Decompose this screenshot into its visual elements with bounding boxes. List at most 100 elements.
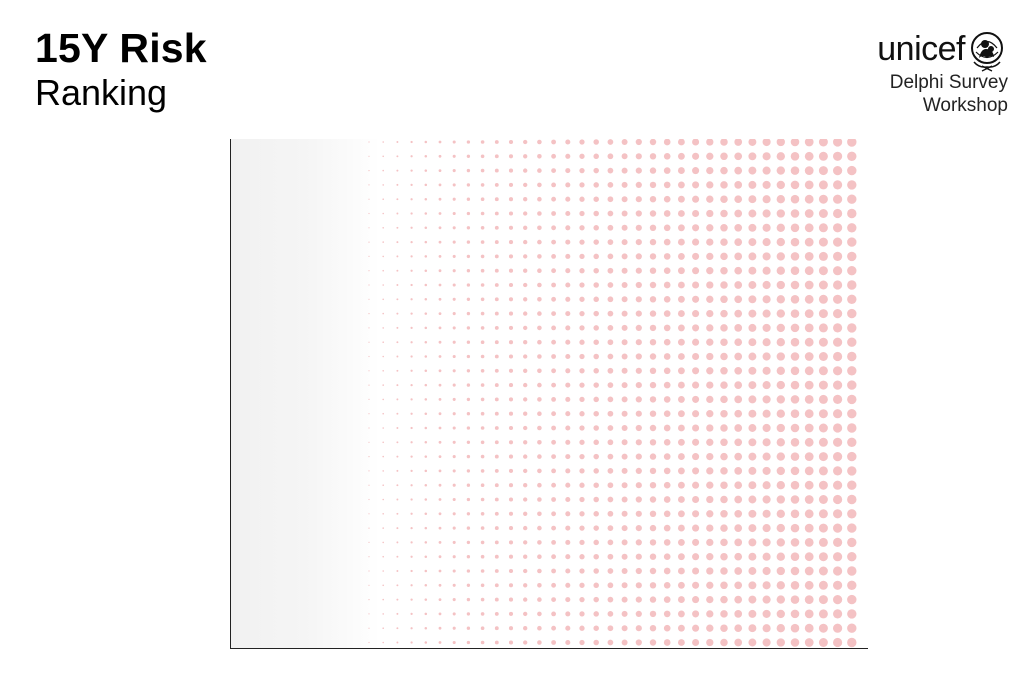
halftone-dot <box>804 509 814 519</box>
halftone-dot <box>537 497 542 502</box>
halftone-dot <box>424 412 428 415</box>
halftone-dot <box>804 409 814 419</box>
halftone-dot <box>720 181 728 189</box>
halftone-dot <box>833 323 843 333</box>
halftone-dot <box>621 453 628 460</box>
halftone-dot <box>776 380 785 390</box>
halftone-dot <box>663 453 671 460</box>
halftone-dot <box>551 296 557 302</box>
halftone-dot-grid <box>368 139 857 648</box>
halftone-dot <box>382 412 384 415</box>
halftone-dot <box>663 267 671 275</box>
halftone-dot <box>382 541 384 544</box>
halftone-dot <box>607 510 614 517</box>
halftone-dot <box>396 226 399 229</box>
halftone-dot <box>649 510 657 518</box>
halftone-dot <box>368 513 370 515</box>
halftone-dot <box>438 283 442 287</box>
halftone-dot <box>677 481 685 489</box>
halftone-dot <box>565 210 571 217</box>
halftone-dot <box>438 555 442 559</box>
halftone-dot <box>692 624 700 632</box>
halftone-dot <box>452 540 456 544</box>
halftone-dot <box>833 294 843 304</box>
halftone-dot <box>649 167 657 174</box>
halftone-dot <box>438 469 442 473</box>
halftone-dot <box>523 483 528 488</box>
halftone-dot <box>480 183 485 187</box>
halftone-dot <box>847 423 857 433</box>
halftone-dot <box>565 425 571 431</box>
halftone-dot <box>579 453 585 460</box>
halftone-dot <box>833 251 843 261</box>
halftone-dot <box>706 324 714 332</box>
halftone-dot <box>621 396 628 403</box>
halftone-dot <box>438 455 442 458</box>
halftone-dot <box>368 456 370 458</box>
halftone-dot <box>621 181 628 188</box>
halftone-dot <box>776 452 785 461</box>
halftone-dot <box>818 294 828 304</box>
x-axis-line <box>230 648 868 649</box>
halftone-dot <box>480 240 485 244</box>
halftone-dot <box>607 325 614 331</box>
halftone-dot <box>579 268 585 274</box>
halftone-dot <box>551 182 557 188</box>
halftone-dot <box>466 497 471 502</box>
halftone-dot <box>635 539 642 546</box>
halftone-dot <box>579 368 585 374</box>
halftone-dot <box>551 554 557 560</box>
halftone-dot <box>494 368 499 373</box>
halftone-dot <box>382 355 384 358</box>
halftone-dot <box>677 567 685 575</box>
halftone-dot <box>762 452 771 461</box>
halftone-dot <box>677 324 685 332</box>
halftone-dot <box>537 425 542 431</box>
page-title: 15Y Risk <box>35 25 207 71</box>
halftone-dot <box>677 624 685 632</box>
halftone-dot <box>466 426 471 430</box>
halftone-dot <box>494 497 499 502</box>
halftone-dot <box>424 512 428 516</box>
halftone-dot <box>720 367 728 375</box>
halftone-dot <box>480 140 485 144</box>
halftone-dot <box>523 340 528 345</box>
halftone-dot <box>494 597 499 602</box>
halftone-dot <box>494 397 499 402</box>
halftone-dot <box>804 366 814 376</box>
halftone-dot <box>734 624 743 633</box>
halftone-dot <box>663 581 671 589</box>
halftone-dot <box>804 209 814 218</box>
halftone-dot <box>537 168 542 173</box>
halftone-dot <box>424 455 428 458</box>
halftone-dot <box>706 553 714 561</box>
halftone-dot <box>706 538 714 547</box>
halftone-dot <box>368 599 370 601</box>
halftone-dot <box>776 624 785 633</box>
halftone-dot <box>663 510 671 518</box>
halftone-dot <box>382 269 384 272</box>
halftone-dot <box>593 582 599 589</box>
halftone-dot <box>663 496 671 503</box>
halftone-dot <box>508 425 514 431</box>
halftone-dot <box>748 481 757 490</box>
halftone-dot <box>368 155 370 157</box>
halftone-dot <box>706 252 714 261</box>
halftone-dot <box>410 398 413 401</box>
halftone-dot <box>452 240 456 244</box>
halftone-dot <box>663 567 671 575</box>
halftone-dot <box>494 640 499 645</box>
halftone-dot <box>480 154 485 159</box>
halftone-dot <box>621 482 628 489</box>
halftone-dot <box>438 197 442 201</box>
halftone-dot <box>706 338 714 346</box>
halftone-dot <box>804 266 814 276</box>
halftone-dot <box>818 609 828 619</box>
halftone-dot <box>706 367 714 375</box>
halftone-dot <box>382 598 384 601</box>
halftone-dot <box>818 595 828 605</box>
halftone-dot <box>621 568 628 574</box>
halftone-dot <box>480 526 485 530</box>
halftone-dot <box>607 224 614 231</box>
halftone-dot <box>508 311 514 316</box>
